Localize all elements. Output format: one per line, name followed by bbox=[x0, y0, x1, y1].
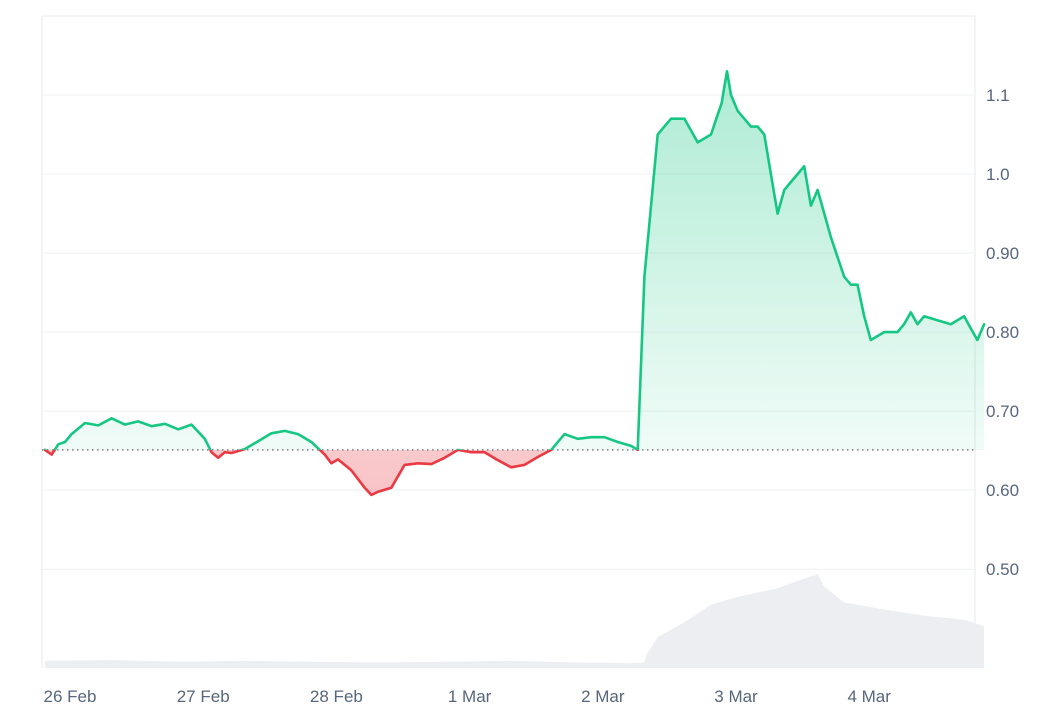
y-tick-label: 0.80 bbox=[986, 323, 1019, 342]
y-tick-label: 0.60 bbox=[986, 481, 1019, 500]
price-line bbox=[42, 70, 986, 497]
x-tick-label: 27 Feb bbox=[177, 687, 230, 706]
x-tick-label: 26 Feb bbox=[44, 687, 97, 706]
y-tick-label: 1.0 bbox=[986, 165, 1010, 184]
y-axis: 1.1 1.0 0.90 0.80 0.70 0.60 0.50 bbox=[986, 86, 1019, 579]
volume-area-path bbox=[45, 574, 985, 668]
price-fill-down bbox=[45, 449, 985, 495]
grid bbox=[41, 15, 976, 668]
y-tick-label: 0.70 bbox=[986, 402, 1019, 421]
y-tick-label: 1.1 bbox=[986, 86, 1010, 105]
price-fill bbox=[45, 71, 985, 495]
y-tick-label: 0.50 bbox=[986, 560, 1019, 579]
x-tick-label: 3 Mar bbox=[714, 687, 758, 706]
price-line-up bbox=[43, 70, 986, 450]
x-tick-label: 1 Mar bbox=[448, 687, 492, 706]
x-tick-label: 4 Mar bbox=[847, 687, 891, 706]
x-axis: 26 Feb 27 Feb 28 Feb 1 Mar 2 Mar 3 Mar 4 Mar bbox=[44, 687, 892, 706]
volume-area bbox=[45, 574, 985, 668]
x-tick-label: 28 Feb bbox=[310, 687, 363, 706]
y-tick-label: 0.90 bbox=[986, 244, 1019, 263]
x-tick-label: 2 Mar bbox=[581, 687, 625, 706]
price-line-down bbox=[43, 449, 640, 497]
price-fill-up bbox=[54, 71, 985, 450]
